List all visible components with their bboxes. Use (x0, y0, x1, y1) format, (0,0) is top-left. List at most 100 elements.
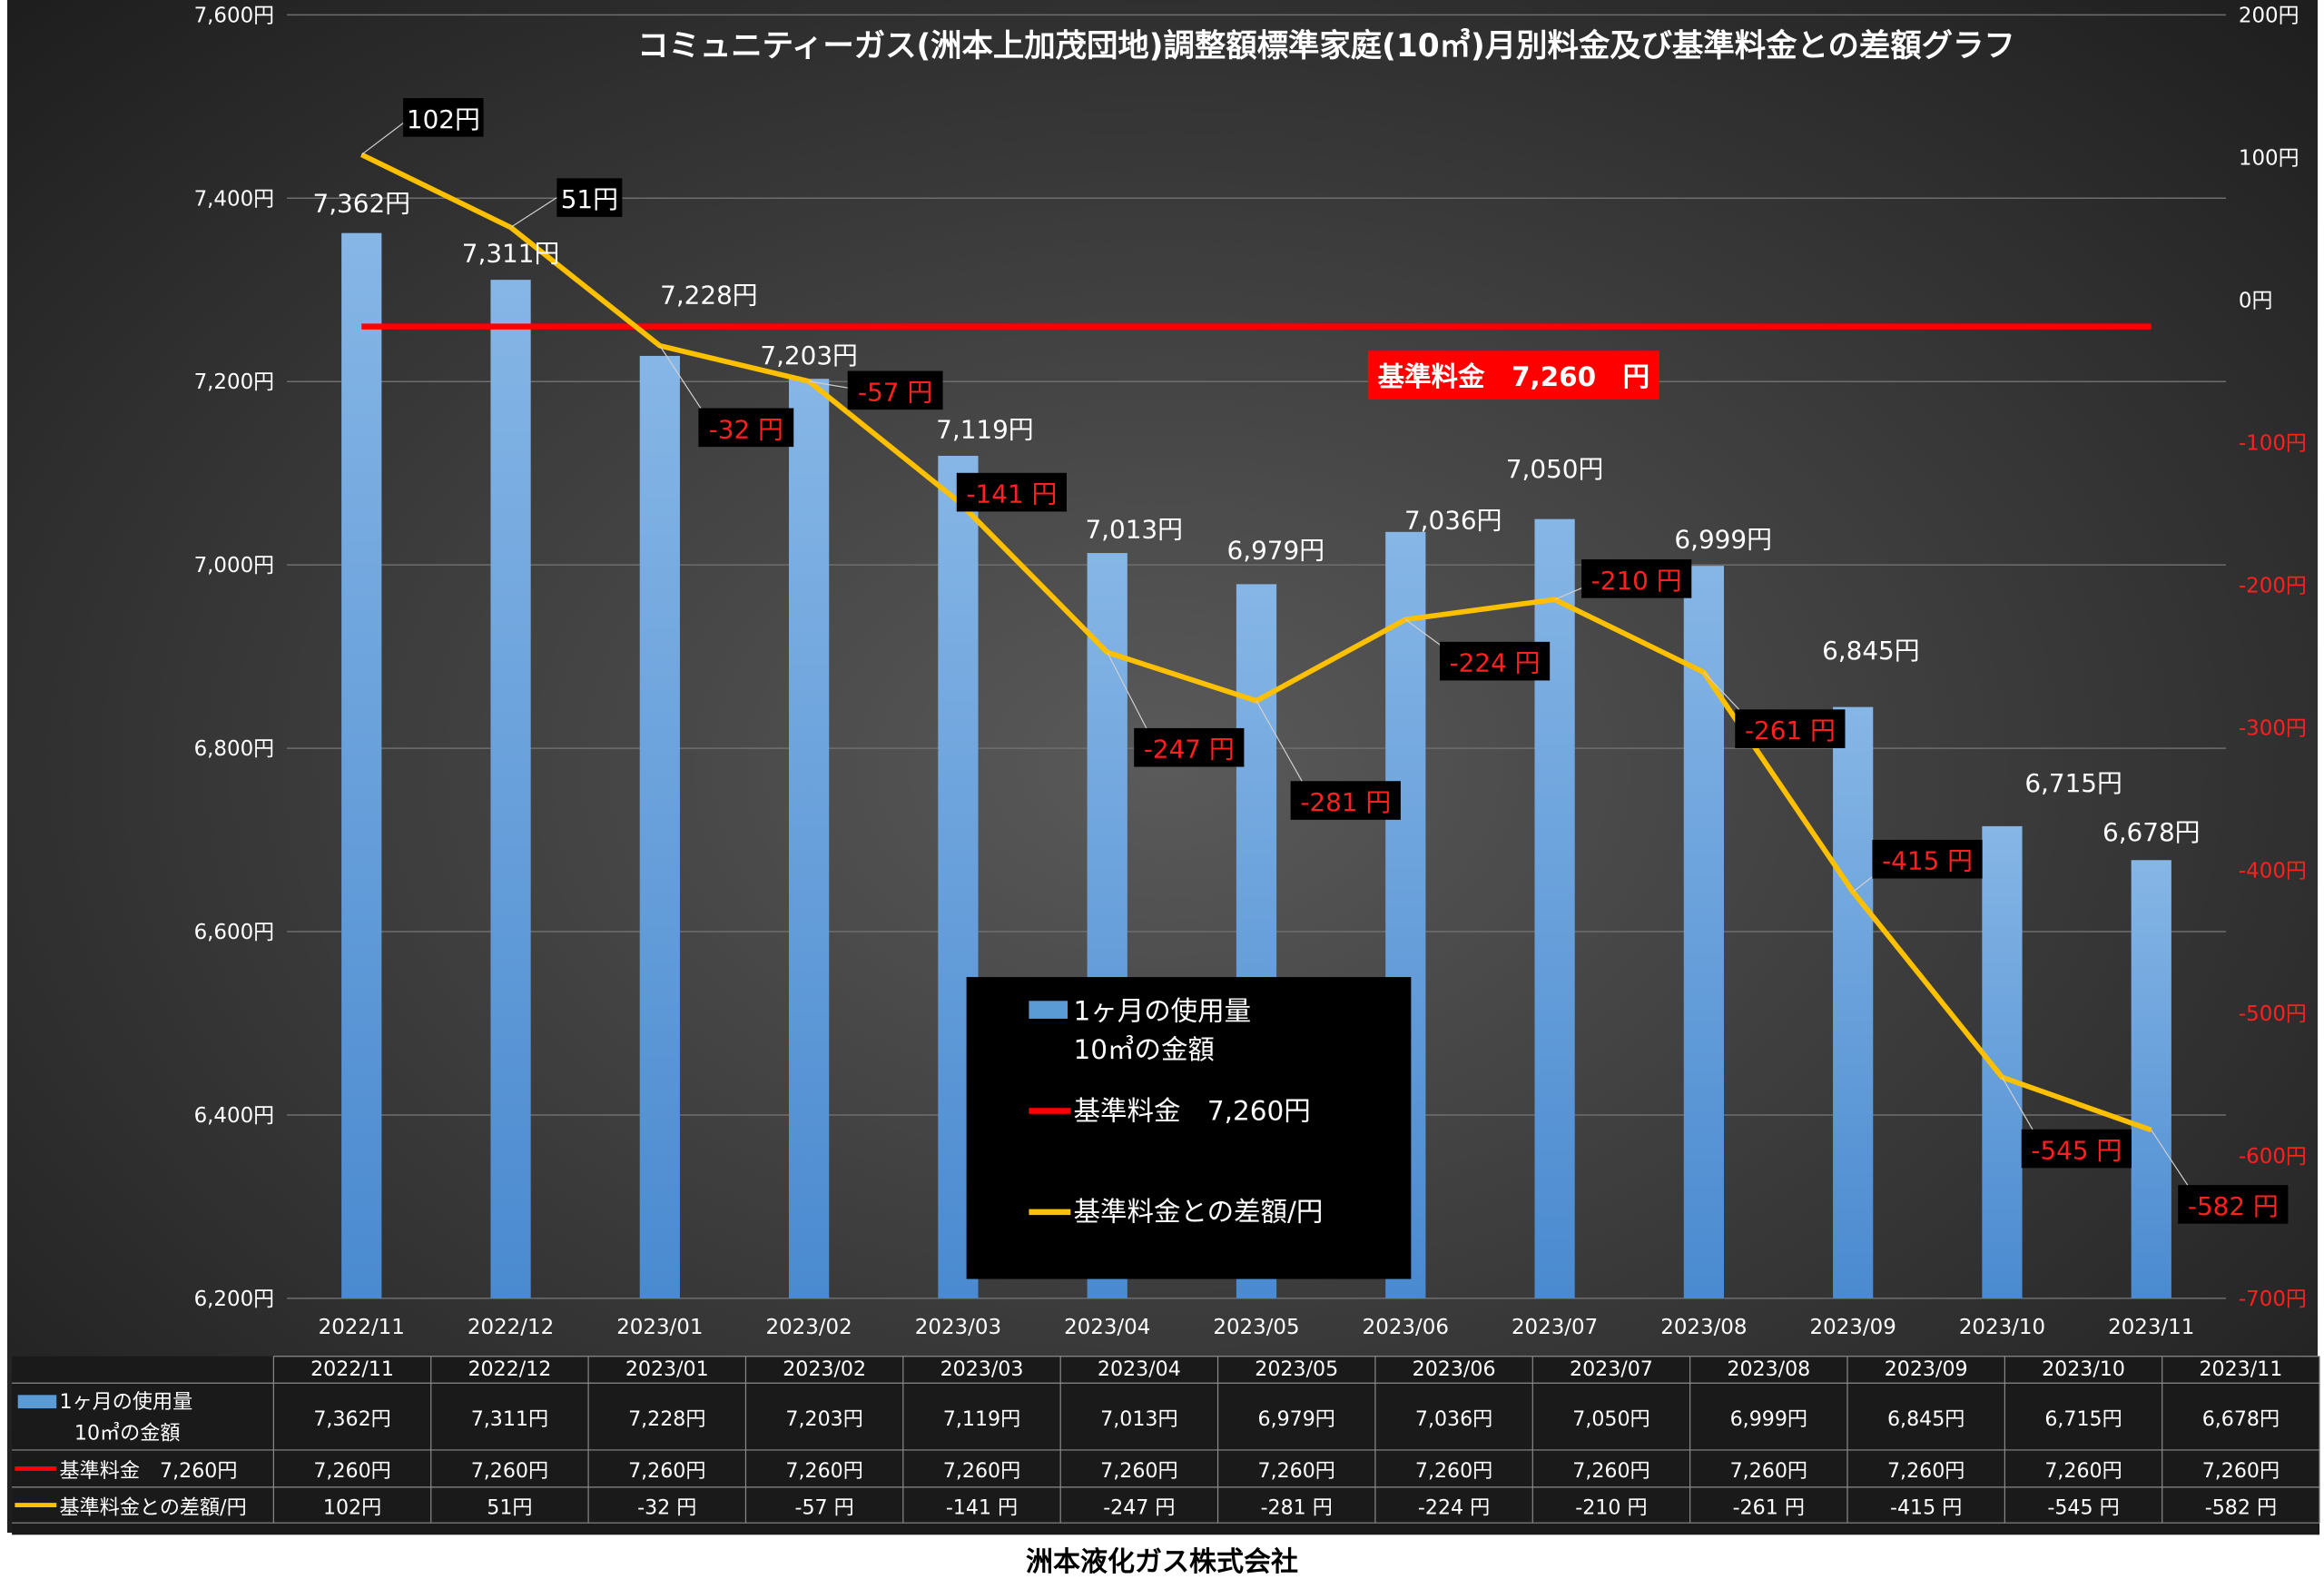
legend-base-label: 基準料金 7,260円 (1074, 1095, 1311, 1126)
x-tick-label: 2023/01 (616, 1316, 703, 1339)
diff-value-label: -281 円 (1300, 787, 1391, 817)
bar (1833, 706, 1874, 1298)
x-tick-label: 2023/07 (1512, 1316, 1598, 1339)
bar-value-label: 6,999円 (1674, 525, 1772, 555)
x-tick-label: 2023/11 (2108, 1316, 2194, 1339)
table-row-label: 10㎥の金額 (74, 1421, 181, 1445)
diff-label-box (1290, 781, 1401, 820)
bar (2131, 860, 2171, 1298)
diff-label-box (698, 408, 794, 448)
diff-value-label: 102円 (407, 104, 480, 134)
table-cell: -281 円 (1261, 1495, 1333, 1519)
diff-label-box (403, 98, 484, 137)
table-row-label: 1ヶ月の使用量 (60, 1390, 193, 1414)
bar-value-label: 7,311円 (462, 239, 560, 269)
chart-title: コミュニティーガス(洲本上加茂団地)調整額標準家庭(10㎥)月別料金及び基準料金… (637, 28, 2015, 64)
bar (1534, 518, 1575, 1298)
x-tick-label: 2022/12 (468, 1316, 554, 1339)
y-right-tick-label: 0円 (2239, 289, 2273, 312)
table-header-cell: 2022/11 (310, 1357, 394, 1381)
diff-leader-line (510, 197, 557, 228)
table-cell: 7,203円 (785, 1407, 862, 1431)
table-cell: 7,260円 (785, 1459, 862, 1483)
bar-value-label: 7,203円 (760, 340, 858, 370)
table-cell: 7,260円 (1415, 1459, 1492, 1483)
diff-label-box (2021, 1129, 2132, 1169)
diff-value-label: -582 円 (2188, 1191, 2279, 1221)
table-header-cell: 2023/08 (1727, 1357, 1810, 1381)
table-cell: 7,050円 (1572, 1407, 1649, 1431)
diff-value-label: -415 円 (1882, 846, 1973, 876)
y-right-tick-label: 200円 (2239, 4, 2299, 27)
y-left-tick-label: 7,400円 (194, 187, 275, 211)
diff-value-label: 51円 (561, 184, 618, 214)
table-cell: 7,260円 (1572, 1459, 1649, 1483)
legend-bar-label: 1ヶ月の使用量 (1074, 996, 1252, 1027)
table-cell: -141 円 (946, 1495, 1018, 1519)
bar-value-label: 6,715円 (2024, 768, 2122, 798)
diff-label-box (1134, 727, 1245, 767)
legend-diff-label: 基準料金との差額/円 (1074, 1197, 1324, 1228)
bar-value-label: 7,228円 (660, 281, 758, 311)
table-cell: 6,845円 (1887, 1407, 1965, 1431)
table-row-label: 基準料金との差額/円 (60, 1495, 247, 1519)
data-table (12, 1356, 2320, 1535)
y-left-tick-label: 7,000円 (194, 554, 275, 577)
table-cell: 7,260円 (313, 1459, 390, 1483)
diff-label-box (1581, 559, 1692, 598)
table-header-cell: 2023/03 (940, 1357, 1024, 1381)
table-cell: 6,979円 (1258, 1407, 1335, 1431)
table-cell: -247 円 (1103, 1495, 1175, 1519)
y-left-tick-label: 6,200円 (194, 1288, 275, 1311)
y-left-tick-label: 6,600円 (194, 921, 275, 944)
x-tick-label: 2023/06 (1363, 1316, 1449, 1339)
table-cell: 7,260円 (943, 1459, 1020, 1483)
table-cell: 7,260円 (2044, 1459, 2122, 1483)
table-cell: 6,715円 (2044, 1407, 2122, 1431)
table-header-cell: 2023/05 (1255, 1357, 1338, 1381)
table-cell: 7,260円 (2202, 1459, 2280, 1483)
table-cell: -210 円 (1575, 1495, 1647, 1519)
x-tick-label: 2023/05 (1213, 1316, 1299, 1339)
table-cell: 102円 (323, 1495, 381, 1519)
table-header-cell: 2023/02 (783, 1357, 866, 1381)
diff-label-box (556, 178, 623, 217)
y-right-tick-label: -100円 (2239, 432, 2307, 456)
y-left-tick-label: 6,400円 (194, 1104, 275, 1128)
diff-label-box (1872, 839, 1983, 879)
y-left-tick-label: 7,600円 (194, 4, 275, 27)
table-header-cell: 2022/12 (468, 1357, 551, 1381)
y-right-tick-label: 100円 (2239, 146, 2299, 170)
table-cell: 7,036円 (1415, 1407, 1492, 1431)
bar-value-label: 7,036円 (1404, 506, 1502, 536)
table-header-cell: 2023/04 (1098, 1357, 1181, 1381)
table-header-cell: 2023/01 (625, 1357, 709, 1381)
table-cell: -224 円 (1418, 1495, 1490, 1519)
base-price-annotation: 基準料金 7,260 円 (1378, 361, 1650, 392)
bar (789, 379, 830, 1298)
bar (341, 232, 382, 1298)
table-cell: 6,999円 (1730, 1407, 1807, 1431)
table-cell: 7,260円 (471, 1459, 548, 1483)
bar-value-label: 6,845円 (1822, 636, 1920, 666)
bar-value-label: 7,050円 (1506, 454, 1604, 484)
legend-swatch-bar (1029, 1001, 1068, 1019)
table-cell: 6,678円 (2202, 1407, 2280, 1431)
table-swatch-bar (17, 1395, 57, 1409)
bar-value-label: 7,119円 (936, 414, 1034, 444)
table-cell: -415 円 (1890, 1495, 1962, 1519)
y-right-tick-label: -500円 (2239, 1002, 2307, 1026)
x-tick-label: 2023/03 (915, 1316, 1001, 1339)
bar-value-label: 6,979円 (1227, 536, 1325, 566)
diff-value-label: -545 円 (2031, 1136, 2122, 1166)
table-cell: 7,260円 (1730, 1459, 1807, 1483)
table-cell: 7,260円 (1887, 1459, 1965, 1483)
y-right-tick-label: -300円 (2239, 717, 2307, 741)
diff-value-label: -57 円 (858, 377, 932, 407)
diff-leader-line (360, 116, 411, 155)
diff-label-box (956, 472, 1067, 512)
x-tick-label: 2022/11 (319, 1316, 405, 1339)
diff-value-label: -141 円 (966, 479, 1057, 509)
diff-value-label: -247 円 (1144, 735, 1235, 765)
